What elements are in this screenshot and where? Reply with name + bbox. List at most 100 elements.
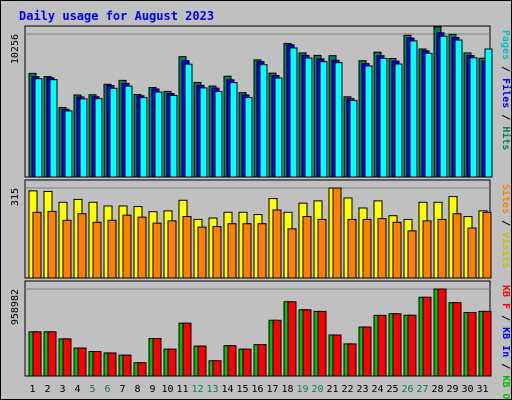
- x-tick-day-15: 15: [236, 384, 248, 395]
- bar-kb-out-day-12: [197, 345, 207, 377]
- bar-kb-out-day-31: [482, 310, 492, 377]
- visits-sites-legend-part-1: /: [500, 214, 511, 232]
- pages-files-hits-legend-part-2: Files: [500, 78, 512, 108]
- bar-kb-out-day-25: [392, 313, 402, 377]
- bar-kb-out-day-5: [92, 351, 102, 377]
- bar-pages-day-3: [64, 110, 73, 178]
- bar-sites-day-15: [242, 223, 252, 279]
- bar-sites-day-5: [92, 221, 102, 279]
- bar-pages-day-20: [319, 61, 328, 178]
- bar-sites-day-18: [287, 228, 297, 279]
- bar-kb-out-day-13: [212, 360, 222, 377]
- x-tick-day-11: 11: [176, 384, 188, 395]
- bar-sites-day-6: [107, 219, 117, 279]
- bar-pages-day-25: [394, 63, 403, 178]
- bar-kb-out-day-9: [152, 338, 162, 377]
- bar-sites-day-8: [137, 216, 147, 279]
- bar-sites-day-13: [212, 226, 222, 279]
- bar-sites-day-19: [302, 216, 312, 279]
- bar-pages-day-4: [79, 98, 88, 178]
- bar-pages-day-13: [214, 91, 223, 178]
- bar-kb-out-day-2: [47, 331, 57, 377]
- x-tick-day-6: 6: [104, 384, 110, 395]
- x-tick-day-14: 14: [221, 384, 233, 395]
- x-tick-day-16: 16: [251, 384, 263, 395]
- x-tick-day-10: 10: [161, 384, 173, 395]
- bar-kb-out-day-28: [437, 288, 447, 377]
- x-tick-day-17: 17: [266, 384, 278, 395]
- bar-sites-day-9: [152, 222, 162, 279]
- x-tick-day-8: 8: [134, 384, 140, 395]
- x-tick-day-12: 12: [191, 384, 203, 395]
- x-tick-day-31: 31: [476, 384, 488, 395]
- bar-kb-out-day-18: [287, 301, 297, 377]
- x-tick-day-1: 1: [29, 384, 35, 395]
- bar-kb-out-day-8: [137, 362, 147, 377]
- kbin-kbout-legend-part-4: KB Out: [500, 375, 511, 400]
- pages-files-hits-legend-label: Pages / Files / Hits: [500, 30, 512, 150]
- bar-pages-day-26: [409, 40, 418, 178]
- bar-pages-day-18: [289, 47, 298, 178]
- visits-sites-legend-label: Sites / Visits: [500, 184, 512, 268]
- bar-pages-day-28: [439, 35, 448, 178]
- bar-sites-day-7: [122, 214, 132, 279]
- bar-kb-out-day-6: [107, 352, 117, 377]
- bar-pages-day-21: [334, 62, 343, 178]
- bar-sites-day-16: [257, 223, 267, 279]
- bar-kb-out-day-1: [32, 331, 42, 377]
- bar-kb-out-day-24: [377, 314, 387, 377]
- x-tick-day-23: 23: [356, 384, 368, 395]
- pages-files-hits-legend-part-0: Pages: [500, 30, 511, 60]
- bar-sites-day-17: [272, 209, 282, 279]
- bar-kb-out-day-15: [242, 348, 252, 377]
- bar-sites-day-25: [392, 221, 402, 279]
- bar-pages-day-29: [454, 39, 463, 178]
- bar-kb-out-day-29: [452, 302, 462, 377]
- bar-pages-day-30: [469, 57, 478, 178]
- x-tick-day-13: 13: [206, 384, 218, 395]
- bar-kb-out-day-14: [227, 345, 237, 377]
- visits-sites-legend-part-2: Visits: [500, 232, 512, 268]
- bar-kb-out-day-23: [362, 326, 372, 377]
- bar-kb-out-day-4: [77, 347, 87, 377]
- bar-pages-day-17: [274, 77, 283, 178]
- bar-kb-out-day-26: [407, 314, 417, 377]
- visits-sites-legend-part-0: Sites: [500, 184, 512, 214]
- bar-pages-day-2: [49, 79, 58, 178]
- bar-kb-out-day-21: [332, 334, 342, 377]
- bar-pages-day-24: [379, 57, 388, 178]
- bar-pages-day-5: [94, 98, 103, 178]
- x-tick-day-30: 30: [461, 384, 473, 395]
- bar-kb-out-day-20: [317, 310, 327, 377]
- bar-kb-out-day-17: [272, 319, 282, 377]
- bar-kb-out-day-22: [347, 343, 357, 377]
- x-tick-day-28: 28: [431, 384, 443, 395]
- bar-pages-day-16: [259, 64, 268, 178]
- x-tick-day-25: 25: [386, 384, 398, 395]
- bar-pages-day-22: [349, 100, 358, 178]
- bar-sites-day-20: [317, 218, 327, 279]
- x-tick-day-7: 7: [119, 384, 125, 395]
- x-tick-day-3: 3: [59, 384, 65, 395]
- pages-files-hits-legend-part-4: Hits: [500, 126, 512, 150]
- kbin-kbout-ymax-label: 958982: [10, 289, 21, 325]
- bar-pages-day-23: [364, 65, 373, 178]
- bar-sites-day-26: [407, 230, 417, 279]
- bar-sites-day-3: [62, 219, 72, 279]
- x-tick-day-24: 24: [371, 384, 383, 395]
- x-tick-day-20: 20: [311, 384, 323, 395]
- bar-pages-day-8: [139, 97, 148, 178]
- bar-kb-out-day-19: [302, 309, 312, 377]
- pages-files-hits-legend-part-1: /: [500, 60, 511, 78]
- bar-pages-day-27: [424, 52, 433, 178]
- x-tick-day-22: 22: [341, 384, 353, 395]
- x-tick-day-18: 18: [281, 384, 293, 395]
- x-tick-day-9: 9: [149, 384, 155, 395]
- bar-sites-day-11: [182, 216, 192, 279]
- bar-pages-day-9: [154, 91, 163, 178]
- bar-sites-day-23: [362, 218, 372, 279]
- bar-kb-out-day-10: [167, 348, 177, 377]
- bar-pages-day-31: [484, 48, 493, 178]
- bar-sites-day-22: [347, 218, 357, 279]
- bar-kb-out-day-3: [62, 338, 72, 377]
